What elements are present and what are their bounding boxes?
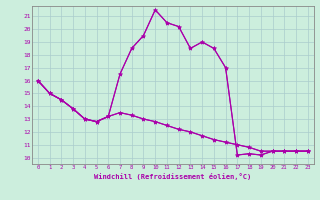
X-axis label: Windchill (Refroidissement éolien,°C): Windchill (Refroidissement éolien,°C) (94, 173, 252, 180)
